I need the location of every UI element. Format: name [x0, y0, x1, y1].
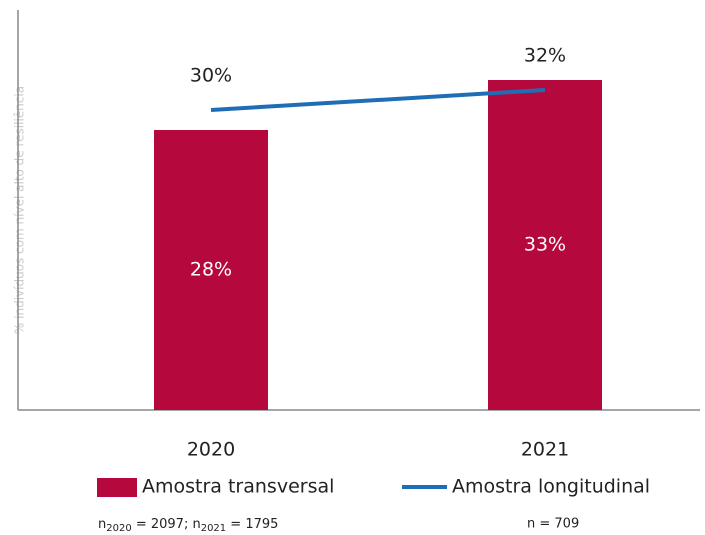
y-axis-label: % indivíduos com nível alto de resiliênc… — [13, 86, 27, 334]
x-tick-label: 2021 — [521, 439, 569, 461]
bar — [154, 130, 268, 410]
note-part: 2020 — [106, 523, 131, 534]
legend-label: Amostra longitudinal — [452, 476, 650, 498]
line-label: 30% — [190, 65, 232, 87]
note-part: = 2097; n — [132, 517, 201, 532]
note: n2020 = 2097; n2021 = 1795 — [98, 517, 278, 535]
note: n = 709 — [527, 517, 579, 532]
bar — [488, 80, 602, 410]
bar-label: 28% — [190, 259, 232, 281]
x-tick-label: 2020 — [187, 439, 235, 461]
line — [210, 88, 546, 112]
legend-label: Amostra transversal — [142, 476, 334, 498]
line-label: 32% — [524, 45, 566, 67]
note-part: 2021 — [201, 523, 226, 534]
note-part: n — [98, 517, 106, 532]
note-part: = 1795 — [226, 517, 278, 532]
bar-label: 33% — [524, 234, 566, 256]
legend-swatch — [97, 478, 137, 497]
